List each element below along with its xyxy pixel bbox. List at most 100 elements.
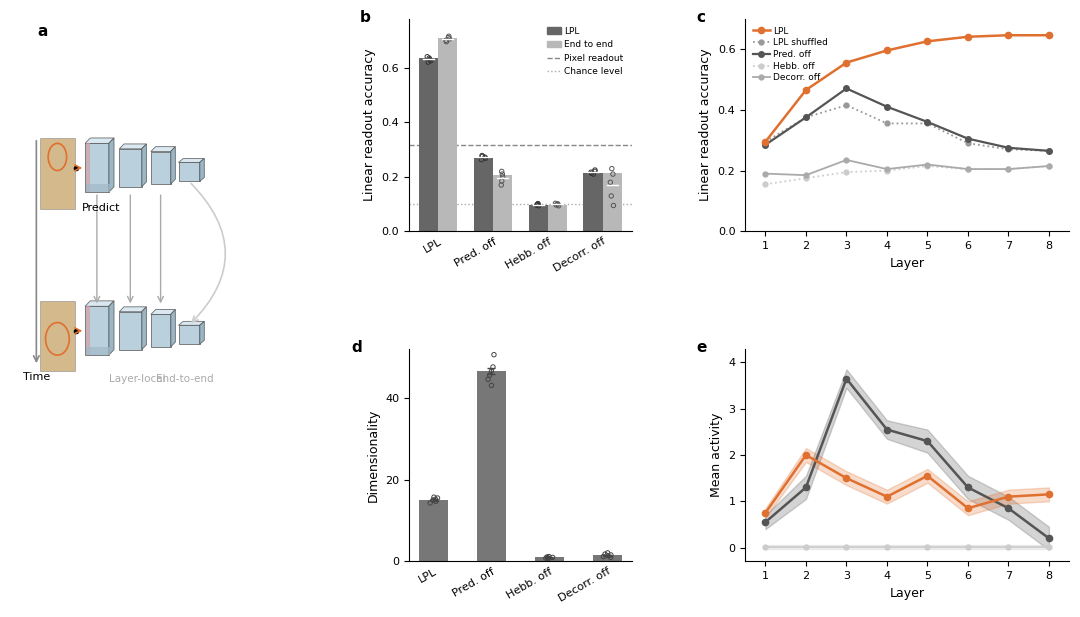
Polygon shape [200, 321, 204, 344]
Point [427, 494, 444, 504]
LPL [840, 59, 853, 66]
LPL [1002, 31, 1015, 39]
Point [596, 549, 613, 559]
Point [424, 495, 442, 505]
Point [494, 169, 511, 179]
Polygon shape [85, 143, 109, 193]
Line: Pred. off: Pred. off [762, 86, 1052, 154]
Pred. off [961, 135, 974, 143]
LPL shuffled [921, 120, 934, 127]
Decorr. off [759, 170, 772, 177]
Text: d: d [351, 340, 362, 355]
Polygon shape [178, 162, 200, 181]
Text: Predict: Predict [82, 203, 120, 213]
Point [481, 370, 498, 380]
Point [549, 199, 566, 209]
LPL [759, 138, 772, 146]
Point [595, 552, 612, 561]
Bar [474, 158, 494, 231]
Point [494, 176, 511, 186]
Point [473, 151, 490, 160]
Point [602, 552, 619, 562]
Polygon shape [119, 312, 141, 350]
Line: LPL shuffled: LPL shuffled [762, 103, 1052, 153]
Polygon shape [151, 147, 175, 152]
LPL shuffled [880, 120, 893, 127]
Point [426, 492, 443, 502]
Point [605, 169, 622, 179]
Hebb. off [799, 175, 812, 182]
Hebb. off [759, 181, 772, 188]
Legend: LPL, End to end, Pixel readout, Chance level: LPL, End to end, Pixel readout, Chance l… [543, 23, 627, 80]
Decorr. off [799, 172, 812, 179]
Point [548, 200, 565, 210]
Hebb. off [840, 168, 853, 176]
Polygon shape [119, 149, 141, 187]
Point [477, 154, 495, 164]
LPL shuffled [1042, 147, 1055, 154]
Point [421, 498, 438, 508]
LPL shuffled [1002, 146, 1015, 153]
Point [428, 496, 445, 506]
Point [540, 553, 557, 563]
LPL [961, 33, 974, 41]
Point [599, 551, 617, 561]
Polygon shape [109, 138, 114, 193]
LPL shuffled [840, 102, 853, 109]
Hebb. off [921, 162, 934, 170]
Bar [419, 500, 448, 561]
Point [583, 168, 600, 178]
Polygon shape [151, 310, 175, 315]
Point [586, 167, 604, 176]
Point [605, 201, 622, 210]
Point [440, 33, 457, 43]
Line: Hebb. off: Hebb. off [762, 164, 1052, 187]
Point [529, 200, 546, 210]
LPL [799, 86, 812, 94]
Point [441, 31, 458, 41]
Bar [535, 557, 564, 561]
Polygon shape [171, 147, 175, 184]
Point [492, 180, 510, 190]
Bar [528, 205, 548, 231]
Point [603, 191, 620, 201]
Point [584, 169, 602, 179]
Legend: LPL, LPL shuffled, Pred. off, Hebb. off, Decorr. off: LPL, LPL shuffled, Pred. off, Hebb. off,… [750, 23, 832, 86]
Point [603, 550, 620, 560]
Point [528, 201, 545, 210]
Hebb. off [880, 167, 893, 174]
Text: a: a [38, 24, 48, 39]
LPL shuffled [961, 139, 974, 147]
Polygon shape [109, 301, 114, 355]
Pred. off [840, 85, 853, 92]
Point [419, 52, 436, 62]
Point [582, 167, 599, 177]
Point [473, 155, 490, 165]
Point [529, 199, 546, 209]
Polygon shape [119, 144, 147, 149]
Point [480, 375, 497, 384]
Y-axis label: Linear readout accuracy: Linear readout accuracy [363, 49, 376, 201]
Polygon shape [85, 301, 114, 306]
Point [441, 34, 458, 44]
Pred. off [921, 118, 934, 126]
Bar [40, 301, 75, 371]
Line: LPL: LPL [762, 32, 1052, 145]
Decorr. off [1042, 162, 1055, 170]
Bar [593, 555, 622, 561]
Bar [583, 173, 603, 231]
Point [483, 366, 500, 376]
Point [437, 35, 455, 45]
Point [437, 37, 455, 47]
Point [495, 172, 512, 182]
LPL [921, 38, 934, 45]
Point [599, 548, 617, 558]
Polygon shape [119, 307, 147, 312]
Point [549, 199, 566, 209]
Y-axis label: Linear readout accuracy: Linear readout accuracy [699, 49, 712, 201]
Point [494, 167, 511, 176]
Pred. off [880, 103, 893, 110]
Text: End-to-end: End-to-end [157, 375, 214, 384]
Y-axis label: Mean activity: Mean activity [710, 413, 723, 497]
Bar [40, 138, 75, 209]
